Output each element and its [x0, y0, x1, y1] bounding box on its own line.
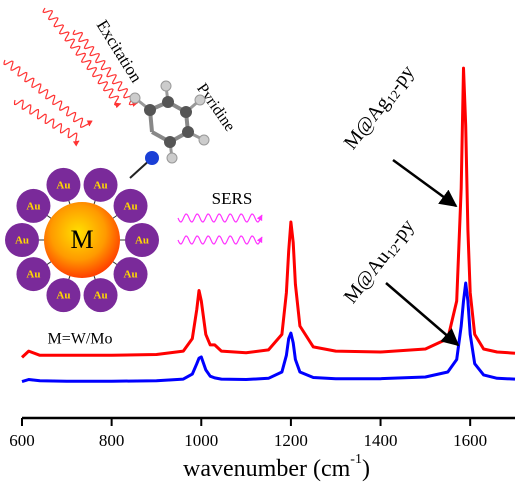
au-label: Au	[26, 200, 40, 212]
au-label: Au	[56, 290, 70, 302]
carbon	[182, 126, 194, 138]
x-tick-label: 1000	[184, 431, 218, 450]
carbon	[180, 106, 192, 118]
arrow	[385, 282, 460, 347]
illustration: Excitation Pyridine SERS Au Au Au Au Au Au Au Au Au…	[3, 7, 263, 348]
au-atom	[125, 223, 159, 257]
au-atom	[16, 188, 51, 223]
au-label: Au	[124, 200, 138, 212]
au-atom	[16, 257, 51, 292]
au-atom	[83, 278, 118, 313]
wave	[3, 59, 93, 128]
x-tick-label: 1400	[364, 431, 398, 450]
center-label: M	[70, 225, 93, 254]
au-label: Au	[124, 269, 138, 281]
peak-label-text: M@Ag	[339, 92, 394, 153]
excitation-label: Excitation	[93, 16, 146, 86]
sers-label: SERS	[212, 189, 253, 208]
carbon	[144, 104, 156, 116]
au-label: Au	[26, 269, 40, 281]
x-tick-label: 600	[9, 431, 35, 450]
x-tick-label: 1200	[274, 431, 308, 450]
au-label: Au	[15, 235, 29, 247]
au-atom	[46, 167, 81, 202]
wave	[13, 99, 80, 147]
au-atom	[113, 257, 148, 292]
au-label: Au	[135, 235, 149, 247]
x-label-sup: -1	[350, 452, 362, 467]
nitrogen	[145, 151, 159, 165]
carbon	[164, 136, 176, 148]
wave	[177, 213, 263, 223]
au-atom	[113, 188, 148, 223]
wave	[177, 235, 263, 245]
au-atom	[5, 223, 39, 257]
arrow	[392, 158, 458, 208]
au-atom	[83, 167, 118, 202]
spectrum-line	[20, 66, 516, 359]
x-label-text: wavenumber (cm	[183, 456, 351, 482]
au-atom	[46, 278, 81, 313]
au-label: Au	[94, 290, 108, 302]
carbon	[162, 96, 174, 108]
hydrogen	[194, 94, 206, 106]
au-label: Au	[94, 179, 108, 191]
hydrogen	[160, 80, 172, 92]
center-atom	[44, 202, 120, 278]
spectrum-line	[21, 281, 516, 384]
au-label: Au	[56, 179, 70, 191]
x-label-text: )	[362, 456, 370, 482]
wave	[42, 7, 122, 109]
hydrogen	[129, 92, 141, 104]
wave	[72, 29, 139, 107]
molecule-label: Pyridine	[193, 80, 238, 134]
peak-label-text: M@Au	[339, 246, 394, 307]
formula-label: M=W/Mo	[47, 331, 112, 348]
x-tick-label: 800	[99, 431, 125, 450]
plot: 600 800 1000 1200 1400 1600 wavenumber (cm-1) M…	[9, 61, 516, 482]
peak-label: M@Au12-py	[339, 215, 419, 308]
peak-label: M@Ag12-py	[339, 61, 419, 154]
hydrogen	[198, 134, 210, 146]
x-axis-label: wavenumber (cm-1)	[183, 452, 370, 481]
x-tick-label: 1600	[453, 431, 487, 450]
hydrogen	[166, 152, 178, 164]
